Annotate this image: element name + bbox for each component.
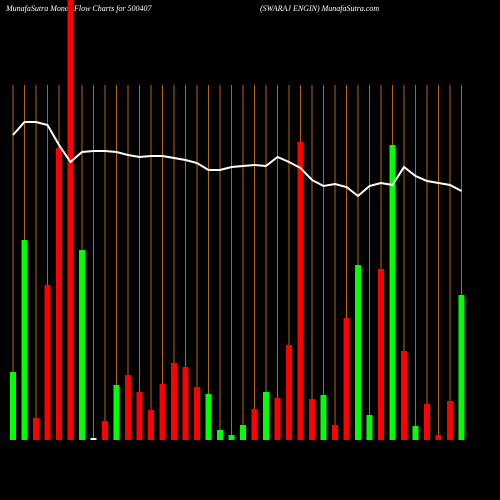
bar (33, 418, 39, 440)
bar (458, 295, 465, 440)
bar (343, 318, 350, 440)
bar (274, 398, 281, 440)
bar (240, 425, 246, 440)
money-flow-line (12, 121, 462, 198)
bar (56, 148, 62, 440)
bar (102, 421, 108, 440)
bar (113, 385, 120, 440)
bar (378, 269, 384, 440)
chart-title: MunafaSutra Money Flow Charts for 500407 (5, 4, 153, 13)
bar (67, 0, 74, 440)
bar (182, 367, 189, 440)
bar (171, 363, 177, 440)
bar (21, 240, 28, 440)
bar (205, 394, 212, 440)
bar (309, 399, 315, 440)
bar (10, 372, 16, 440)
bar (355, 265, 361, 440)
bar (435, 435, 442, 440)
bar (401, 351, 407, 440)
bar (424, 404, 430, 440)
bar (366, 415, 373, 440)
bar (217, 430, 223, 440)
bar (332, 425, 338, 440)
bar (251, 409, 258, 440)
bar (159, 384, 166, 440)
bar (447, 401, 453, 440)
bar (136, 392, 143, 440)
bar (125, 375, 131, 440)
bar (90, 438, 97, 440)
bar (297, 142, 304, 440)
bar (263, 392, 269, 440)
bar (79, 250, 85, 440)
bar (286, 345, 292, 440)
bar (148, 410, 154, 440)
bar (228, 435, 235, 440)
bar (194, 387, 200, 440)
chart-subtitle: (SWARAJ ENGIN) MunafaSutra.com (260, 4, 379, 13)
bar (320, 395, 327, 440)
bar (389, 145, 396, 440)
bar (44, 285, 51, 440)
bar (412, 426, 419, 440)
